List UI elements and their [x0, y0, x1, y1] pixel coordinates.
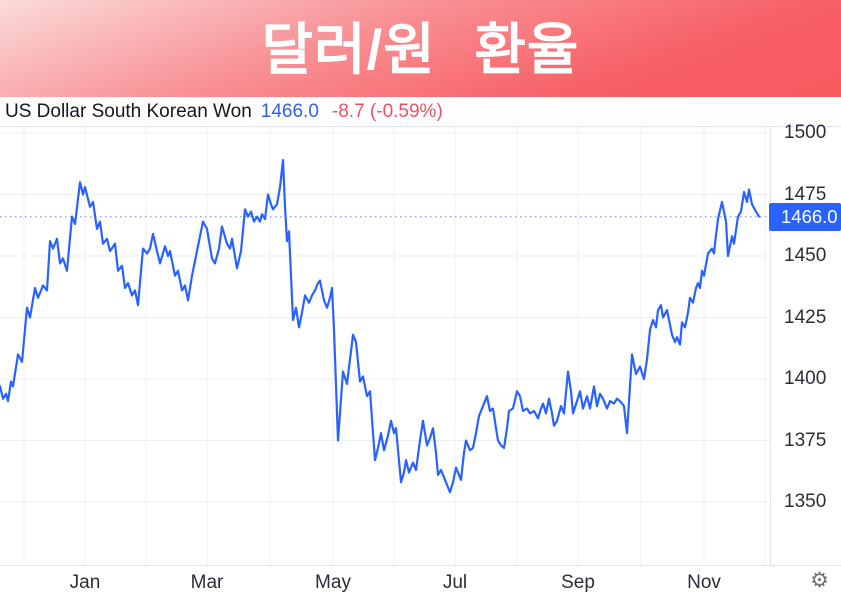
chart-header: US Dollar South Korean Won 1466.0 -8.7 (…: [0, 97, 841, 127]
x-axis-label: May: [315, 572, 351, 593]
price-change: -8.7 (-0.59%): [331, 100, 443, 122]
symbol-name: US Dollar South Korean Won: [5, 100, 252, 122]
x-axis-label: Mar: [190, 572, 224, 593]
price-line-series: [0, 158, 761, 494]
y-axis-label: 1400: [784, 368, 827, 389]
last-price-badge: 1466.0: [769, 202, 841, 231]
price-scale[interactable]: 1500 1475 1450 1425 1400 1375 1350: [770, 123, 841, 565]
y-axis-label: 1450: [784, 245, 827, 266]
time-scale[interactable]: ⚙ Jan Mar May Jul Sep Nov: [0, 565, 841, 595]
x-axis-label: Nov: [687, 572, 721, 593]
x-axis-label: Jul: [442, 572, 468, 593]
gear-icon[interactable]: ⚙: [810, 569, 829, 592]
y-axis-label: 1375: [784, 429, 827, 451]
y-axis-label: 1475: [784, 183, 827, 205]
last-price: 1466.0: [260, 100, 319, 122]
title-banner: 달러/원 환율: [0, 0, 841, 97]
x-axis-label: Sep: [561, 572, 595, 593]
y-axis-label: 1350: [784, 491, 827, 512]
x-axis-label: Jan: [69, 572, 101, 593]
chart-canvas[interactable]: [0, 127, 770, 565]
page-title: 달러/원 환율: [261, 17, 580, 81]
y-axis-label: 1500: [784, 122, 827, 143]
y-axis-label: 1425: [784, 306, 827, 328]
